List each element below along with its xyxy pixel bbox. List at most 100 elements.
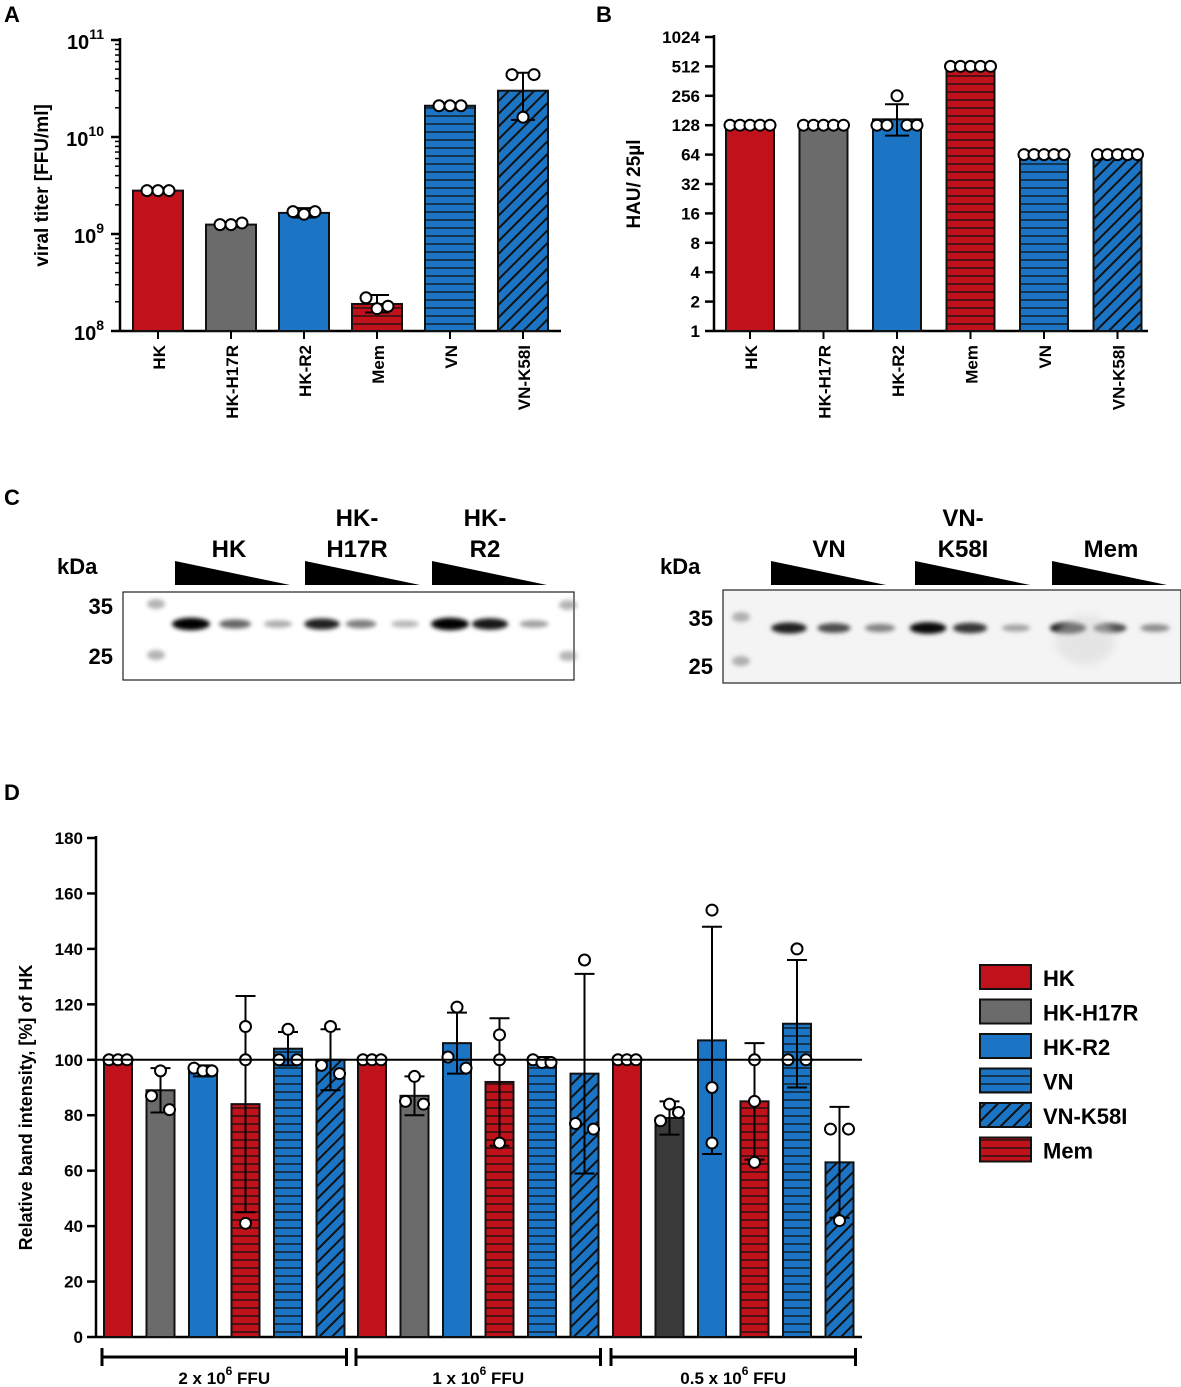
bar-hk [357,1058,387,1339]
x-tick-label-vn-k58i: VN-K58I [515,345,534,410]
blot-membrane-left [122,591,575,681]
bar-hk-h17r [654,1116,685,1338]
x-tick-label-hk: HK [742,344,761,369]
data-point [748,1155,761,1169]
bar-hk-h17r [399,1094,430,1338]
x-tick-label-vn: VN [1036,345,1055,369]
y-tick-label: 160 [55,884,83,903]
y-tick-label: 40 [64,1217,83,1236]
x-tick-label-hk-r2: HK-R2 [296,345,315,397]
blot-band [431,617,469,631]
lane-group-header-vn: VN- [942,505,983,532]
blot-band [345,619,377,629]
y-tick-label: 1 [691,322,700,341]
blot-band [519,620,549,628]
marker-25-left: 25 [89,644,113,669]
data-point [151,184,165,198]
dilution-wedge [432,561,547,585]
bar-vn-k58i [497,89,549,332]
bar-vn [1019,153,1069,332]
bar-vn [527,1058,557,1339]
dilution-wedge [175,561,290,585]
data-point [837,118,850,132]
bar-vn-k58i [1092,153,1143,332]
data-point [587,1122,600,1136]
blot-band [909,622,947,634]
data-point [527,68,541,82]
data-point [824,1122,837,1136]
marker-35-left: 35 [89,594,113,619]
data-point [450,1000,464,1014]
panel-label-d: D [4,780,20,805]
dilution-wedge [915,561,1030,585]
legend-label-mem: Mem [1043,1139,1093,1164]
data-point [286,205,300,219]
y-tick-label: 100 [55,1051,83,1070]
data-point [370,302,384,316]
bar-mem [945,65,996,333]
legend-label-hk: HK [1043,966,1075,991]
data-point [880,118,894,132]
data-point [654,1114,667,1128]
legend-label-hk-r2: HK-R2 [1043,1035,1110,1060]
data-point [763,118,777,132]
blot-band [172,617,210,631]
legend-label-hk-h17r: HK-H17R [1043,1001,1138,1026]
y-tick-label: 4 [691,263,701,282]
x-tick-label-mem: Mem [963,345,982,384]
y-tick-label: 512 [672,57,700,76]
data-point [417,1097,430,1111]
blot-band [771,622,807,634]
y-axis-title: HAU/ 25µl [624,139,645,228]
bar-hk [612,1058,642,1339]
data-point [281,1022,295,1036]
legend-swatch-hk-h17r [979,998,1032,1025]
bar-hk-r2 [872,118,922,332]
dilution-wedge [1052,561,1167,585]
data-point [145,1089,158,1103]
y-tick-label: 128 [672,116,700,135]
lane-group-header-mem: Mem [1084,536,1139,563]
bar-vn-k58i [315,1058,346,1339]
data-point [324,1020,337,1034]
data-point [569,1117,582,1131]
y-tick-label: 1011 [67,26,104,54]
x-tick-label-vn: VN [442,345,461,369]
bar-hk-r2 [278,211,330,332]
group-label-1: 1 x 106 FFU [432,1364,524,1387]
bar-hk-r2 [188,1069,218,1339]
ladder-band [559,651,577,661]
ladder-band [732,612,750,622]
chart-d-legend: HK HK-H17R HK-R2 VN VN-K58I Mem [979,964,1138,1164]
data-point [443,99,457,113]
panel-label-a: A [4,2,20,27]
data-point [162,184,176,198]
data-point [381,299,395,313]
group-label-0: 2 x 106 FFU [178,1364,270,1387]
data-point [239,1216,252,1230]
blot-band [391,620,419,628]
data-point [224,218,238,232]
data-point [239,1020,252,1034]
data-point [505,68,519,82]
kda-label-left: kDa [57,554,98,579]
panel-label-b: B [596,2,612,27]
legend-label-vn: VN [1043,1070,1074,1095]
y-tick-label: 1024 [662,28,700,47]
x-tick-label-hk-h17r: HK-H17R [223,345,242,419]
y-tick-label: 109 [74,220,104,248]
marker-25-right: 25 [689,654,713,679]
x-tick-label-hk-r2: HK-R2 [889,345,908,397]
y-tick-label: 120 [55,995,83,1014]
kda-label-right: kDa [660,554,701,579]
y-tick-label: 80 [64,1106,83,1125]
blot-smudge [1055,615,1115,665]
y-tick-label: 60 [64,1162,83,1181]
y-axis-title: Relative band intensity, [%] of HK [16,965,36,1251]
y-tick-label: 64 [681,146,700,165]
western-blot-right: kDa VN VN- K58I Mem 35 25 [660,505,1181,684]
y-tick-label: 32 [681,175,700,194]
bar-hk [103,1058,133,1339]
lane-group-header-hk: HK- [336,505,379,532]
